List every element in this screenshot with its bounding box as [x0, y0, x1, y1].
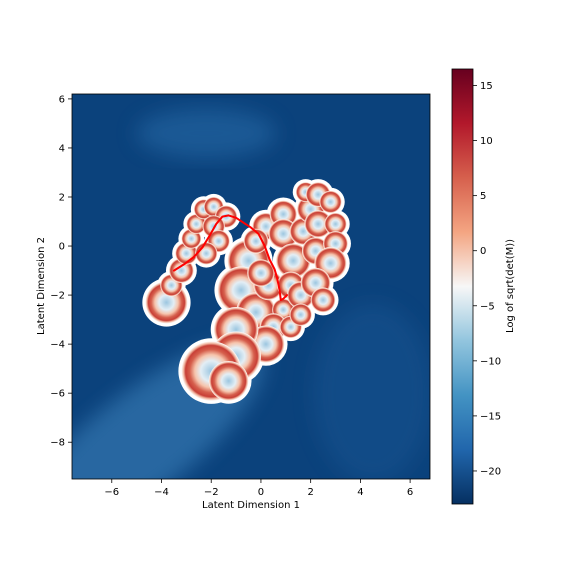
blob-44 [243, 228, 269, 254]
y-tick-label: −6 [50, 389, 65, 400]
x-tick-label: 0 [258, 487, 264, 498]
colorbar-tick-label: −5 [480, 301, 495, 312]
blob-31 [304, 210, 332, 238]
colorbar-tick-label: 15 [480, 81, 493, 92]
colorbar-tick-label: 0 [480, 246, 486, 257]
y-tick-label: −8 [50, 438, 65, 449]
x-tick-label: 2 [307, 487, 313, 498]
y-tick-label: 0 [59, 242, 65, 253]
colorbar-ticks: −20 −15 −10 −5 0 5 10 15 [473, 81, 501, 477]
x-axis-label: Latent Dimension 1 [202, 500, 300, 511]
x-tick-label: −4 [154, 487, 169, 498]
x-axis-ticks: −6 −4 −2 0 2 4 6 [104, 479, 413, 498]
x-tick-label: −6 [104, 487, 119, 498]
y-tick-label: 4 [59, 143, 65, 154]
colorbar-label: Log of sqrt(det(M)) [505, 239, 516, 333]
blob-5 [186, 214, 207, 234]
y-tick-label: 6 [59, 94, 65, 105]
x-tick-label: 4 [357, 487, 363, 498]
series-lines [172, 214, 288, 301]
colorbar-tick-label: 10 [480, 136, 493, 147]
colorbar-tick-label: −10 [480, 356, 501, 367]
colorbar: −20 −15 −10 −5 0 5 10 15 Log of sqrt(det(M)) [451, 68, 516, 505]
y-tick-label: −4 [50, 340, 65, 351]
y-axis-label: Latent Dimension 2 [36, 237, 47, 335]
blob-30 [319, 190, 342, 214]
bg-streak [312, 303, 430, 479]
blob-11 [195, 242, 218, 265]
heatmap-plot-area: −6 −4 −2 0 2 4 6 −8 −6 −4 −2 0 2 4 6 [50, 93, 431, 498]
colorbar-frame [451, 68, 474, 505]
series-line-0 [172, 214, 288, 301]
colorbar-tick-label: 5 [480, 191, 486, 202]
blob-32 [324, 212, 347, 236]
blob-38 [289, 303, 312, 326]
plot-frame [71, 93, 431, 480]
blob-19 [275, 243, 311, 279]
y-tick-label: 2 [59, 192, 65, 203]
y-axis-ticks: −8 −6 −4 −2 0 2 4 6 [50, 94, 72, 449]
blob-37 [310, 287, 336, 313]
colorbar-tick-label: −15 [480, 411, 501, 422]
blob-42 [208, 361, 249, 401]
colorbar-body [452, 69, 473, 504]
x-tick-label: 6 [407, 487, 413, 498]
x-tick-label: −2 [204, 487, 219, 498]
bg-streak [136, 108, 277, 159]
colorbar-tick-label: −20 [480, 466, 501, 477]
y-tick-label: −2 [50, 291, 65, 302]
blob-43 [247, 259, 275, 287]
